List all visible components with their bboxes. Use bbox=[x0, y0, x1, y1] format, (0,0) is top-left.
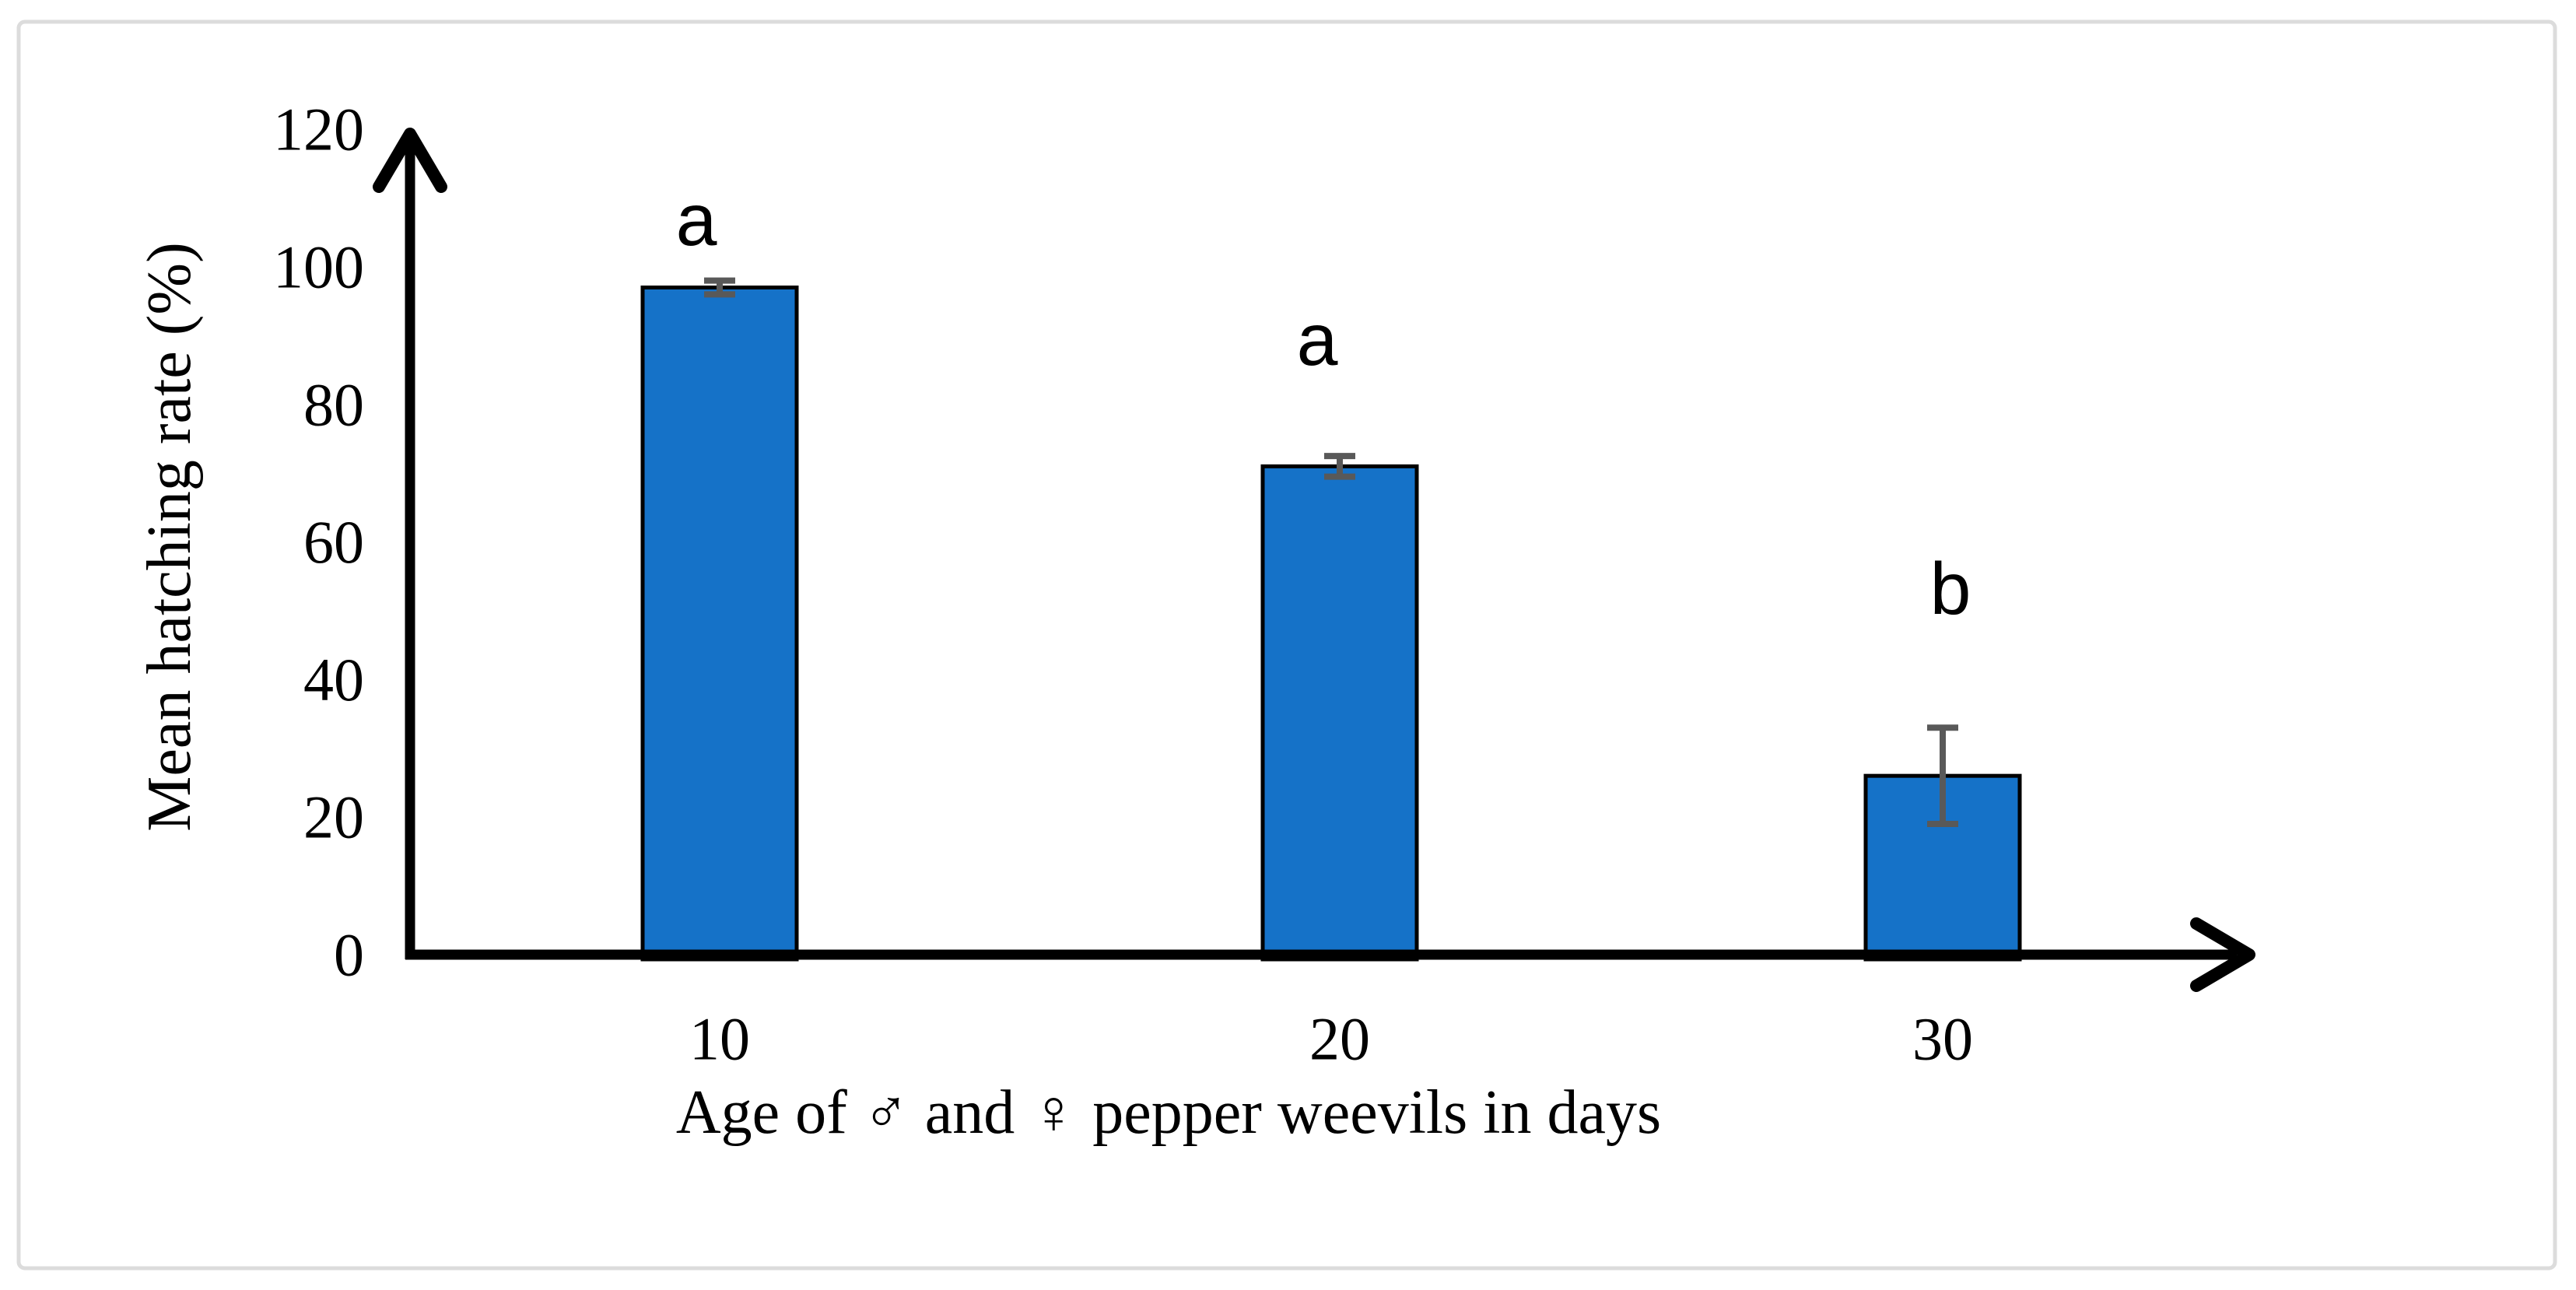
y-tick-label: 20 bbox=[303, 783, 364, 851]
sig-letters-layer: a a b bbox=[676, 179, 1971, 630]
y-tick-label: 40 bbox=[303, 646, 364, 713]
bar bbox=[640, 286, 799, 962]
error-bars-layer bbox=[704, 277, 1958, 828]
y-axis-arrow-icon bbox=[373, 128, 447, 193]
sig-letter: a bbox=[1297, 299, 1338, 381]
bars-layer bbox=[640, 286, 2022, 962]
y-tick-label: 0 bbox=[334, 921, 364, 989]
bar bbox=[1260, 464, 1419, 962]
y-tick-label: 120 bbox=[273, 96, 364, 163]
y-tick-label: 60 bbox=[303, 508, 364, 576]
x-tick-labels-layer: 10 20 30 bbox=[689, 1005, 1973, 1073]
x-axis-title: Age of ♂ and ♀ pepper weevils in days bbox=[676, 1078, 1661, 1147]
sig-letter: a bbox=[676, 179, 717, 261]
y-tick-labels-layer: 0 20 40 60 80 100 120 bbox=[273, 96, 364, 989]
y-axis-title: Mean hatching rate (%) bbox=[135, 242, 204, 831]
sig-letter: b bbox=[1930, 548, 1971, 630]
x-axis-arrow-icon bbox=[2190, 917, 2255, 992]
x-tick-label: 30 bbox=[1912, 1005, 1973, 1073]
figure-border bbox=[16, 19, 2557, 1271]
axes-layer bbox=[373, 128, 2255, 992]
y-tick-label: 80 bbox=[303, 370, 364, 438]
x-tick-label: 20 bbox=[1309, 1005, 1370, 1073]
y-tick-label: 100 bbox=[273, 233, 364, 301]
x-tick-label: 10 bbox=[689, 1005, 750, 1073]
